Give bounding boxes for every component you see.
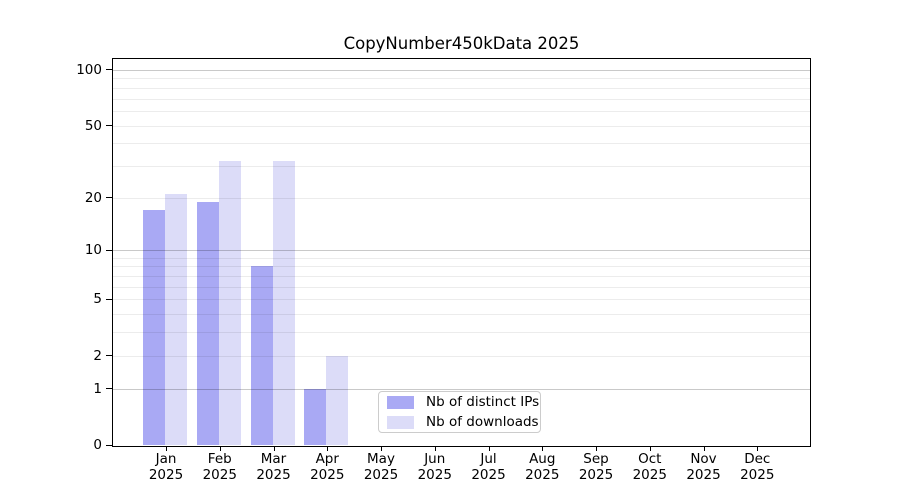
x-axis-tick <box>273 446 275 451</box>
minor-gridline <box>113 98 810 100</box>
y-axis-tick-label: 0 <box>93 437 102 453</box>
y-axis-tick-label: 10 <box>84 242 102 259</box>
x-axis-tick <box>434 446 436 451</box>
x-axis-tick-label: Oct 2025 <box>622 451 678 483</box>
x-axis-tick <box>488 446 490 451</box>
x-axis-month: May <box>367 451 395 467</box>
minor-gridline <box>113 125 810 127</box>
minor-gridline <box>113 197 810 199</box>
bar-distinct-ips <box>143 210 166 445</box>
legend: Nb of distinct IPs Nb of downloads <box>378 391 541 433</box>
bar-distinct-ips <box>196 201 219 445</box>
x-axis-month: Dec <box>744 451 771 467</box>
major-gridline <box>113 69 810 71</box>
bar-downloads <box>165 193 188 445</box>
x-axis-year: 2025 <box>471 466 506 483</box>
x-axis-month: Mar <box>260 451 287 467</box>
minor-gridline <box>113 78 810 80</box>
x-axis-tick <box>381 446 382 451</box>
y-axis-tick-label: 1 <box>93 380 102 397</box>
x-axis-year: 2025 <box>256 466 291 483</box>
y-axis-tick <box>106 69 112 71</box>
x-axis-tick-label: Mar 2025 <box>246 451 302 483</box>
x-axis-year: 2025 <box>686 466 721 483</box>
x-axis-month: Jan <box>155 451 177 467</box>
x-axis-tick <box>327 446 329 451</box>
minor-gridline <box>113 110 810 112</box>
x-axis-year: 2025 <box>740 466 775 483</box>
x-axis-month: Apr <box>315 451 339 467</box>
y-axis-tick <box>106 249 112 251</box>
minor-gridline <box>113 165 810 167</box>
x-axis-month: Feb <box>207 451 232 467</box>
bar-downloads <box>218 160 241 445</box>
y-axis-tick-label: 2 <box>93 347 102 364</box>
legend-swatch-downloads <box>387 415 414 429</box>
x-axis-tick-label: Sep 2025 <box>568 451 624 483</box>
x-axis-tick <box>166 446 167 451</box>
x-axis-year: 2025 <box>363 466 399 483</box>
x-axis-tick <box>757 446 759 451</box>
y-axis-tick-label: 50 <box>84 117 102 134</box>
bar-distinct-ips <box>304 388 327 445</box>
x-axis-tick <box>703 446 705 451</box>
x-axis-month: Nov <box>690 451 717 467</box>
x-axis-month: Sep <box>583 451 609 467</box>
y-axis-tick <box>106 125 112 126</box>
x-axis-month: Aug <box>529 451 556 467</box>
x-axis-tick-label: May 2025 <box>353 451 409 483</box>
x-axis-tick-label: Nov 2025 <box>676 451 732 483</box>
legend-item: Nb of distinct IPs <box>387 394 540 410</box>
x-axis-month: Oct <box>638 451 662 467</box>
bar-downloads <box>326 355 349 445</box>
bar-downloads <box>272 160 295 445</box>
legend-swatch-distinct-ips <box>387 395 414 409</box>
y-axis-tick <box>106 444 112 446</box>
x-axis-tick-label: Feb 2025 <box>192 451 248 483</box>
x-axis-month: Jun <box>424 451 446 467</box>
x-axis-year: 2025 <box>417 466 452 483</box>
x-axis-tick <box>219 446 221 451</box>
x-axis-tick-label: Jan 2025 <box>138 451 194 483</box>
y-axis-tick-label: 20 <box>84 189 102 206</box>
minor-gridline <box>113 143 810 145</box>
y-axis-tick <box>106 197 112 199</box>
x-axis-year: 2025 <box>148 466 184 483</box>
x-axis-tick <box>649 446 651 451</box>
x-axis-tick <box>596 446 597 451</box>
x-axis-tick-label: Jun 2025 <box>407 451 463 483</box>
bar-distinct-ips <box>250 266 273 445</box>
legend-item: Nb of downloads <box>387 414 540 430</box>
plot-area <box>112 58 811 447</box>
chart-title: CopyNumber450kData 2025 <box>343 34 580 53</box>
x-axis-tick <box>542 446 544 451</box>
legend-label-downloads: Nb of downloads <box>426 414 539 430</box>
x-axis-tick-label: Jul 2025 <box>461 451 517 483</box>
x-axis-tick-label: Aug 2025 <box>514 451 570 483</box>
x-axis-year: 2025 <box>578 466 614 483</box>
x-axis-year: 2025 <box>202 466 237 483</box>
x-axis-year: 2025 <box>632 466 667 483</box>
x-axis-year: 2025 <box>525 466 560 483</box>
y-axis-tick-label: 5 <box>93 291 102 308</box>
x-axis-month: Jul <box>480 451 497 467</box>
minor-gridline <box>113 87 810 89</box>
legend-label-distinct-ips: Nb of distinct IPs <box>426 394 540 410</box>
x-axis-year: 2025 <box>310 466 345 483</box>
y-axis-tick <box>106 388 112 390</box>
y-axis-tick <box>106 298 112 300</box>
x-axis-tick-label: Dec 2025 <box>729 451 785 483</box>
y-axis-tick-label: 100 <box>76 61 102 78</box>
y-axis-tick <box>106 355 112 357</box>
x-axis-tick-label: Apr 2025 <box>299 451 355 483</box>
